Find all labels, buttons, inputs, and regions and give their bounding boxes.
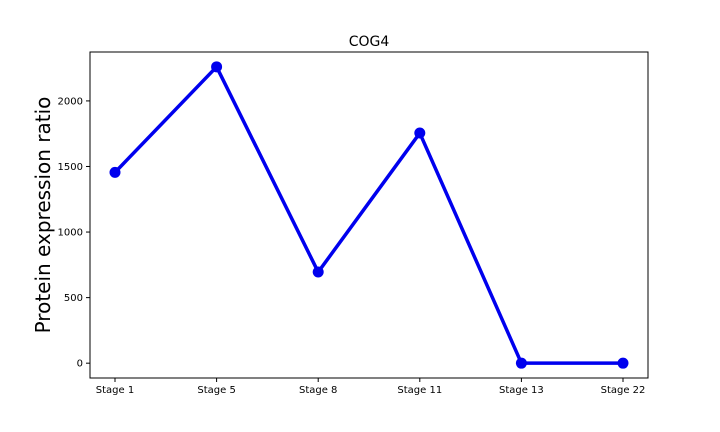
chart-title: COG4: [349, 34, 390, 50]
x-tick-label: Stage 13: [499, 385, 544, 396]
y-tick-label: 2000: [58, 96, 83, 107]
plot-area: [89, 51, 649, 379]
y-tick-label: 1000: [58, 228, 83, 239]
y-tick-label: 1500: [58, 162, 83, 173]
x-tick-label: Stage 11: [397, 385, 442, 396]
data-point: [515, 357, 527, 369]
data-point: [109, 166, 121, 178]
x-tick-label: Stage 22: [601, 385, 646, 396]
x-tick-label: Stage 8: [299, 385, 337, 396]
data-point: [312, 266, 324, 278]
series-line: [113, 65, 623, 365]
x-tick-label: Stage 1: [96, 385, 134, 396]
y-axis-label: Protein expression ratio: [31, 97, 55, 334]
y-tick-label: 500: [64, 293, 83, 304]
data-point: [414, 127, 426, 139]
data-point: [211, 61, 223, 73]
y-tick-label: 0: [77, 359, 83, 370]
data-point: [617, 357, 629, 369]
x-tick-label: Stage 5: [197, 385, 235, 396]
